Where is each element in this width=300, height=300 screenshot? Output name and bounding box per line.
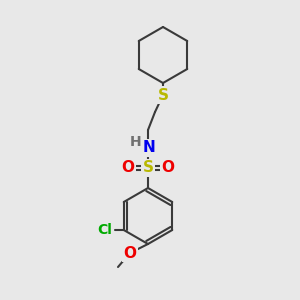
Text: H: H — [130, 135, 142, 149]
Text: O: O — [161, 160, 175, 175]
Text: S: S — [142, 160, 154, 175]
Text: Cl: Cl — [98, 223, 112, 237]
Text: S: S — [158, 88, 169, 103]
Text: N: N — [142, 140, 155, 155]
Text: O: O — [122, 160, 134, 175]
Text: O: O — [124, 245, 136, 260]
